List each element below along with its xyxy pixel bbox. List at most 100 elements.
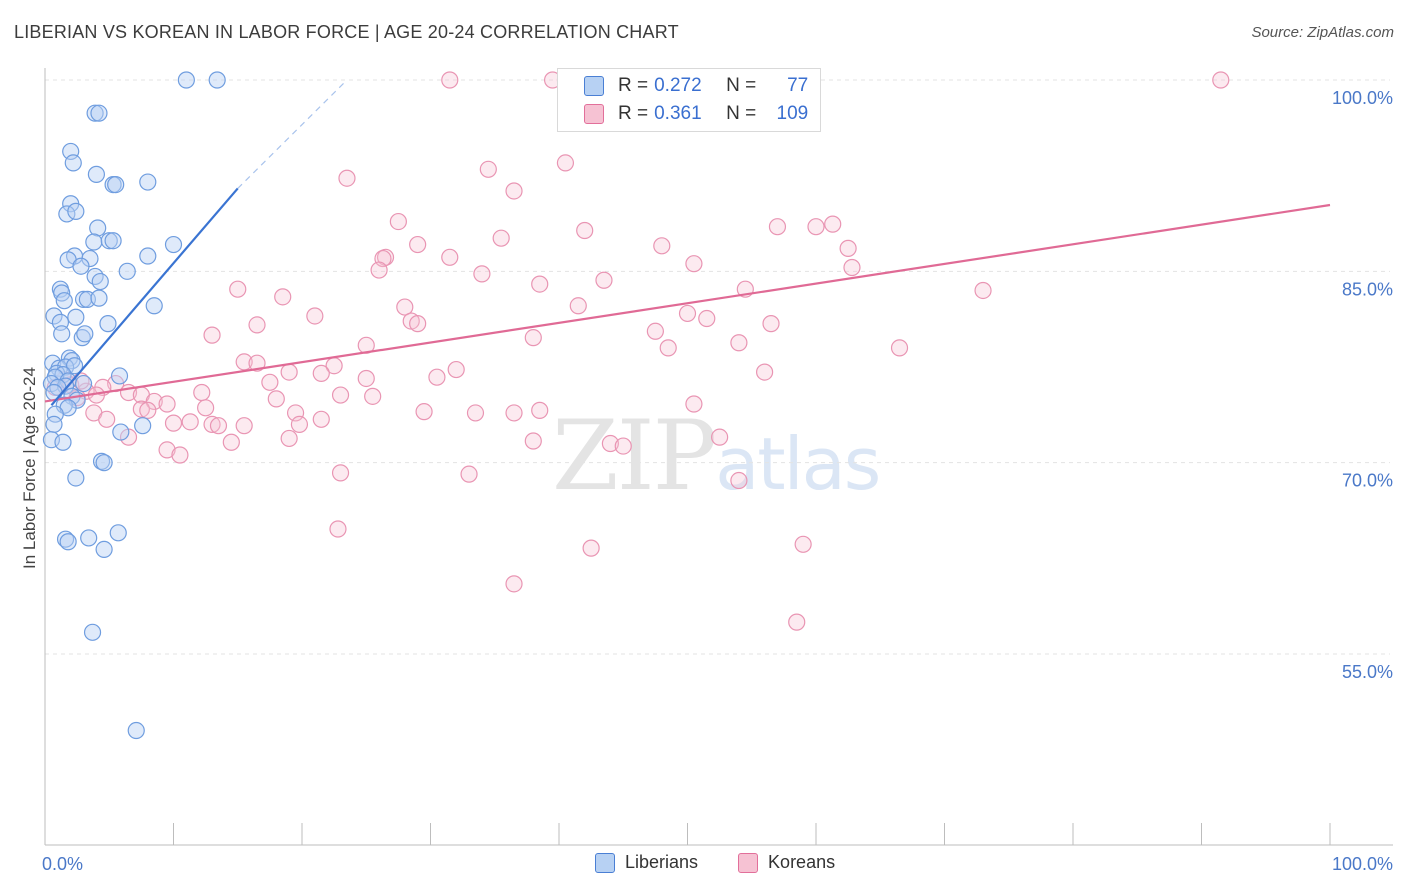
- liberian-point: [95, 454, 113, 472]
- legend-n-value: 77: [787, 75, 809, 96]
- korean-point: [396, 298, 414, 316]
- korean-point: [139, 401, 157, 419]
- legend-r-value: 0.361: [654, 103, 702, 124]
- korean-point: [222, 433, 240, 451]
- korean-point: [646, 322, 664, 340]
- korean-point: [409, 235, 427, 254]
- liberian-point: [65, 357, 84, 375]
- korean-point: [193, 383, 211, 402]
- korean-point: [762, 315, 780, 333]
- koreans-trendline: [44, 203, 1331, 403]
- korean-point: [280, 429, 298, 448]
- korean-point: [98, 410, 116, 428]
- korean-point: [331, 386, 350, 404]
- y-tick-label: 55.0%: [1342, 662, 1393, 682]
- liberian-point: [53, 325, 71, 343]
- watermark-atlas: atlas: [715, 422, 881, 506]
- liberian-point: [139, 173, 157, 191]
- korean-point: [267, 390, 285, 408]
- liberian-point: [100, 232, 118, 250]
- liberians-swatch: [584, 76, 604, 96]
- korean-point: [248, 316, 266, 334]
- korean-point: [614, 437, 632, 455]
- korean-point: [505, 182, 523, 200]
- korean-point: [601, 434, 620, 453]
- korean-point: [730, 471, 748, 490]
- legend-row-liberians: R = 0.272 N = 77: [558, 73, 808, 99]
- liberian-point: [87, 165, 106, 183]
- korean-point: [415, 403, 433, 421]
- liberian-point: [89, 219, 107, 237]
- korean-point: [181, 413, 199, 431]
- liberians-legend-swatch: [595, 852, 615, 873]
- korean-point: [248, 354, 266, 372]
- liberian-point: [177, 71, 195, 89]
- korean-point: [329, 520, 347, 538]
- korean-point: [274, 288, 292, 306]
- korean-point: [576, 221, 594, 240]
- korean-point: [492, 229, 510, 247]
- source-label: Source: ZipAtlas.com: [1251, 24, 1394, 41]
- korean-point: [466, 404, 485, 422]
- korean-point: [974, 281, 992, 300]
- korean-point: [364, 387, 382, 405]
- liberian-point: [95, 540, 113, 559]
- korean-point: [460, 465, 478, 483]
- watermark-zip: ZIP: [552, 400, 717, 512]
- korean-point: [659, 339, 677, 357]
- legend-r-value: 0.272: [654, 75, 702, 96]
- liberian-point: [112, 423, 130, 441]
- liberian-point: [85, 233, 103, 251]
- korean-point: [171, 446, 189, 464]
- legend-r-label: R =: [618, 103, 649, 124]
- liberian-point: [67, 469, 85, 487]
- korean-point: [312, 364, 330, 382]
- liberian-point: [54, 433, 72, 451]
- y-tick-label: 85.0%: [1342, 279, 1393, 299]
- korean-point: [145, 392, 163, 411]
- legend-n-label: N =: [726, 103, 757, 124]
- legend-item-koreans[interactable]: Koreans: [738, 852, 835, 873]
- liberian-point: [164, 235, 183, 254]
- korean-point: [357, 369, 375, 388]
- liberian-point: [74, 374, 93, 393]
- korean-point: [203, 415, 221, 433]
- korean-point: [338, 169, 356, 187]
- korean-point: [209, 417, 228, 435]
- chart-title: LIBERIAN VS KOREAN IN LABOR FORCE | AGE …: [14, 22, 679, 42]
- liberian-point: [45, 307, 63, 325]
- korean-point: [447, 360, 465, 379]
- korean-point: [428, 368, 446, 386]
- korean-point: [441, 248, 459, 266]
- liberian-point: [80, 529, 98, 547]
- korean-point: [595, 271, 613, 289]
- liberian-point: [99, 315, 117, 333]
- liberian-point: [45, 415, 63, 433]
- liberians-trendline: [50, 187, 239, 406]
- korean-point: [331, 464, 350, 482]
- liberian-point: [55, 292, 73, 310]
- korean-point: [794, 535, 812, 553]
- liberian-point: [145, 297, 163, 315]
- koreans-swatch: [584, 104, 604, 124]
- liberian-point: [90, 289, 108, 307]
- legend-label-koreans: Koreans: [768, 852, 836, 872]
- korean-point: [653, 237, 671, 255]
- korean-point: [1212, 71, 1230, 89]
- korean-point: [807, 218, 825, 236]
- liberian-point: [109, 524, 127, 542]
- liberian-point: [56, 530, 75, 548]
- korean-point: [479, 160, 497, 178]
- legend-item-liberians[interactable]: Liberians: [595, 852, 698, 873]
- korean-point: [203, 326, 221, 344]
- korean-point: [409, 315, 427, 333]
- korean-point: [312, 410, 330, 428]
- y-tick-label: 70.0%: [1342, 471, 1393, 491]
- liberian-point: [107, 175, 125, 194]
- liberians-trendline-extension: [237, 79, 348, 189]
- korean-point: [132, 400, 150, 418]
- liberian-point: [86, 104, 104, 122]
- korean-point: [505, 575, 523, 593]
- watermark: ZIPatlas: [552, 400, 881, 512]
